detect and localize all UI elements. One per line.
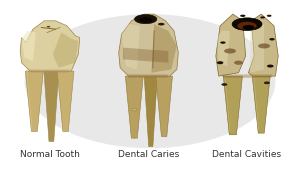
Polygon shape (221, 74, 273, 78)
Polygon shape (53, 33, 78, 68)
Ellipse shape (232, 18, 262, 30)
Text: Dental Cavities: Dental Cavities (212, 150, 282, 159)
Polygon shape (44, 71, 59, 141)
Polygon shape (20, 21, 80, 71)
Ellipse shape (25, 14, 275, 148)
Polygon shape (22, 31, 36, 61)
Ellipse shape (220, 41, 226, 44)
Polygon shape (216, 14, 246, 76)
Polygon shape (248, 14, 278, 76)
Polygon shape (127, 74, 168, 78)
Ellipse shape (234, 61, 243, 65)
Ellipse shape (132, 108, 137, 111)
Polygon shape (26, 71, 43, 131)
Ellipse shape (134, 15, 157, 24)
Polygon shape (29, 69, 70, 73)
Ellipse shape (267, 65, 274, 68)
Ellipse shape (224, 49, 236, 54)
Polygon shape (151, 24, 177, 73)
Polygon shape (252, 76, 270, 133)
Ellipse shape (242, 25, 254, 30)
Polygon shape (57, 71, 74, 131)
Polygon shape (144, 76, 157, 147)
Ellipse shape (47, 26, 50, 28)
Polygon shape (217, 31, 230, 66)
Ellipse shape (269, 38, 275, 41)
Ellipse shape (267, 15, 272, 17)
Ellipse shape (258, 43, 270, 49)
Ellipse shape (221, 83, 227, 86)
Text: Normal Tooth: Normal Tooth (20, 150, 80, 159)
Polygon shape (119, 14, 178, 76)
Polygon shape (125, 76, 143, 138)
Ellipse shape (260, 16, 265, 19)
Ellipse shape (240, 15, 245, 17)
Polygon shape (122, 24, 140, 69)
Ellipse shape (237, 22, 257, 30)
Polygon shape (156, 76, 172, 136)
Polygon shape (250, 24, 264, 73)
Polygon shape (123, 48, 168, 63)
Ellipse shape (264, 81, 270, 84)
Ellipse shape (158, 23, 165, 26)
Ellipse shape (139, 17, 152, 23)
Text: Dental Caries: Dental Caries (118, 150, 179, 159)
Polygon shape (223, 76, 242, 135)
Ellipse shape (217, 61, 224, 64)
